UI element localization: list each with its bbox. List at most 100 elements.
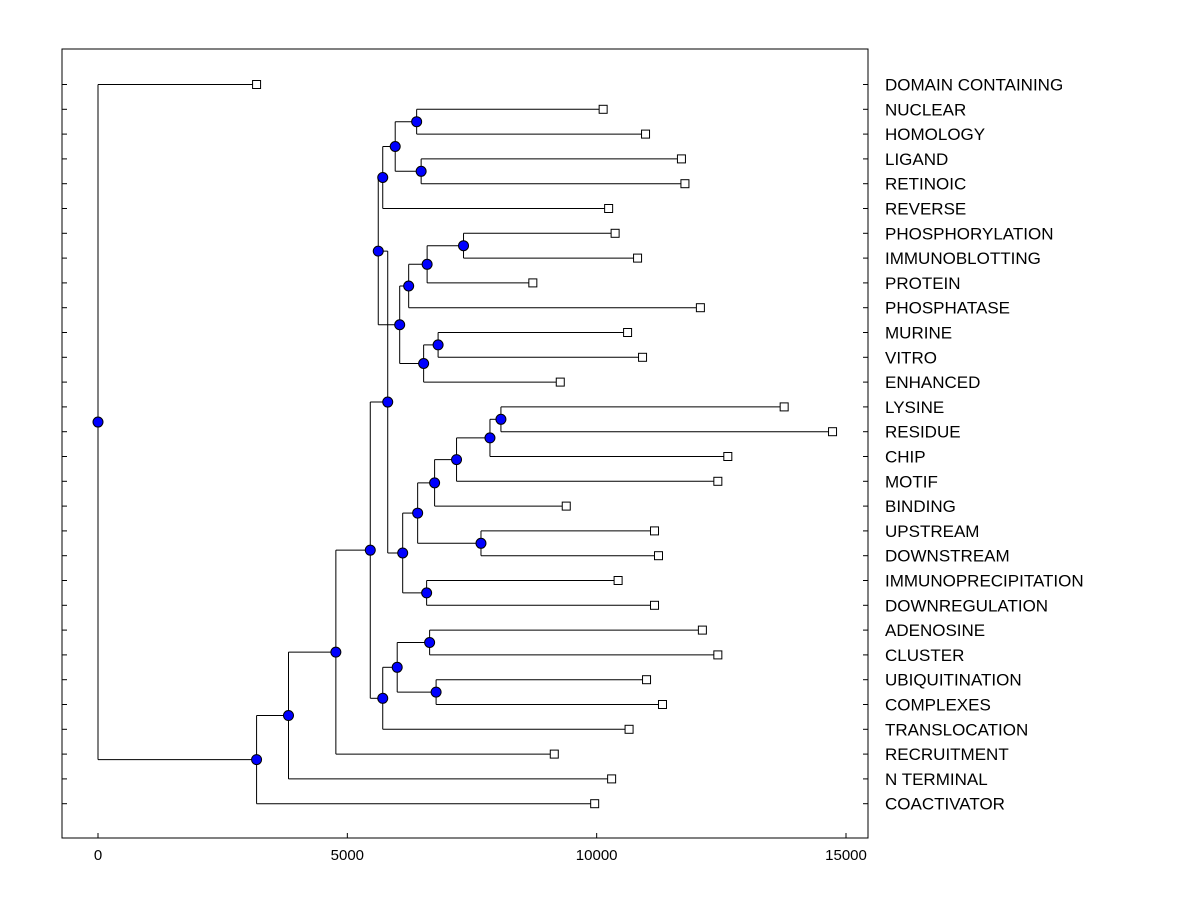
leaf-marker [623,328,633,337]
x-axis-tick-labels: 0 5000 10000 15000 [94,847,867,864]
leaf-label: RESIDUE [885,423,961,442]
merge-node [495,413,507,425]
merge-nodes [92,116,507,766]
leaf-markers [252,80,838,809]
leaf-marker [723,452,733,461]
leaf-marker [642,675,652,685]
leaf-label: IMMUNOPRECIPITATION [885,572,1084,591]
leaf-label: VITRO [885,348,937,367]
merge-node [432,339,444,351]
merge-node [377,692,389,704]
leaf-label: COMPLEXES [885,696,991,715]
leaf-label: PROTEIN [885,274,961,293]
merge-node [458,240,470,252]
x-tick-label: 10000 [576,847,618,864]
leaf-marker [650,600,660,610]
x-tick-label: 5000 [331,847,364,864]
leaf-marker [638,352,648,362]
merge-node [418,358,430,369]
leaf-label: UBIQUITINATION [885,671,1022,690]
leaf-label: MURINE [885,324,952,343]
leaf-label: DOWNREGULATION [885,596,1048,615]
leaf-marker [561,501,571,511]
merge-node [394,319,406,331]
leaf-marker [624,724,634,734]
leaf-marker [613,576,623,585]
leaf-marker [657,700,667,709]
leaf-label: LIGAND [885,150,948,169]
merge-node [421,258,433,270]
merge-node [429,477,441,489]
merge-node [382,396,394,408]
merge-node [430,686,442,698]
merge-node [403,280,415,292]
leaf-marker [713,650,723,660]
merge-node [412,507,424,519]
tree-links [97,84,833,805]
leaf-label: UPSTREAM [885,522,979,541]
merge-node [397,547,409,559]
leaf-label: REVERSE [885,200,966,219]
merge-node [251,754,263,766]
leaf-label: BINDING [885,497,956,516]
merge-node [421,587,433,599]
leaf-label: ADENOSINE [885,621,985,640]
leaf-marker [779,402,789,412]
leaf-label: MOTIF [885,472,938,491]
leaf-label: CLUSTER [885,646,964,665]
leaf-marker [528,278,538,288]
leaf-label: NUCLEAR [885,100,966,119]
merge-node [364,544,376,556]
leaf-label: HOMOLOGY [885,125,985,144]
merge-node [424,637,436,648]
merge-node [389,141,401,152]
leaf-label: DOWNSTREAM [885,547,1010,566]
leaf-labels: DOMAIN CONTAINING NUCLEAR HOMOLOGY LIGAND RE… [885,76,1084,814]
x-tick-label: 15000 [825,847,867,864]
leaf-label: IMMUNOBLOTTING [885,249,1041,268]
leaf-marker [650,526,660,536]
merge-node [372,245,384,257]
leaf-label: RECRUITMENT [885,745,1009,764]
x-tick-label: 0 [94,847,102,864]
leaf-label: RETINOIC [885,175,966,194]
leaf-marker [680,179,690,189]
leaf-marker [252,80,262,89]
leaf-marker [604,204,614,213]
merge-node [282,710,294,722]
merge-node [391,661,403,673]
leaf-label: N TERMINAL [885,770,988,789]
leaf-label: LYSINE [885,398,944,417]
leaf-marker [598,104,608,114]
leaf-label: PHOSPHORYLATION [885,224,1053,243]
plot-frame [61,48,869,839]
axis-ticks [62,84,868,838]
leaf-label: TRANSLOCATION [885,720,1028,739]
leaf-marker [713,476,723,486]
merge-node [377,172,389,183]
leaf-marker [610,228,620,238]
leaf-marker [633,253,643,263]
leaf-marker [641,129,651,139]
leaf-marker [590,799,600,809]
merge-node [411,116,423,128]
merge-node [330,646,342,658]
merge-node [92,416,104,428]
merge-node [484,432,496,444]
leaf-marker [549,749,559,759]
leaf-marker [654,551,664,561]
leaf-label: PHOSPHATASE [885,299,1010,318]
merge-node [415,165,427,177]
leaf-marker [828,427,838,437]
merge-node [475,537,487,549]
leaf-label: DOMAIN CONTAINING [885,76,1063,95]
merge-node [451,454,463,466]
leaf-marker [555,377,565,387]
leaf-marker [697,625,707,635]
leaf-label: ENHANCED [885,373,980,392]
leaf-label: CHIP [885,448,926,467]
leaf-marker [676,154,686,164]
leaf-marker [695,303,705,313]
leaf-label: COACTIVATOR [885,795,1005,814]
